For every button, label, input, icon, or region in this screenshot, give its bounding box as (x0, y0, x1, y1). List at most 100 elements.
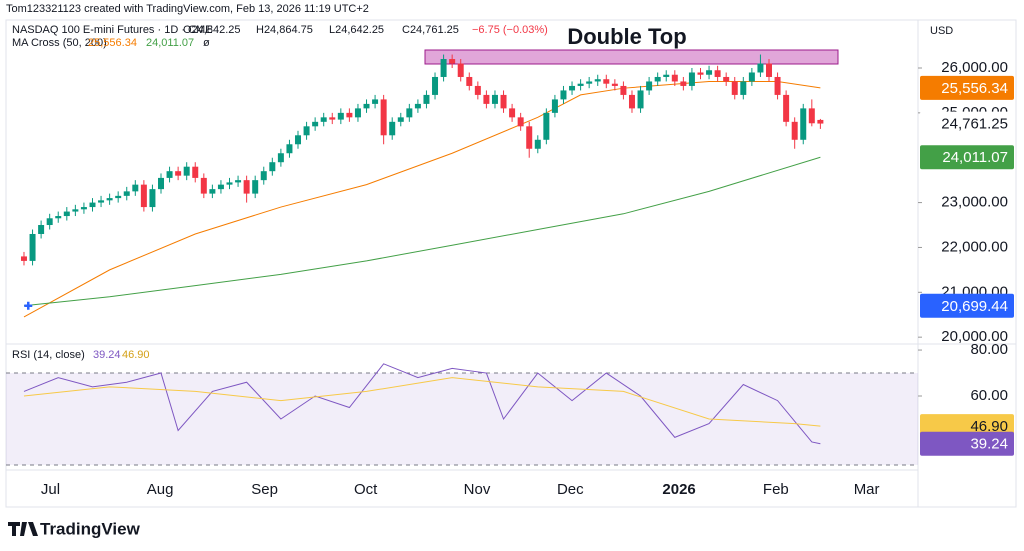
candle-body (697, 72, 704, 75)
ohlc: O24,842.25 (183, 24, 241, 36)
candle-body (235, 180, 242, 183)
candle-body (688, 72, 695, 86)
candle-body (620, 85, 627, 95)
currency: USD (930, 25, 953, 37)
candle-body (440, 59, 447, 77)
candle-body (577, 83, 584, 86)
ohlc: H24,864.75 (256, 24, 313, 36)
candle-body (800, 108, 807, 140)
candle-body (766, 63, 772, 77)
rsi-tag (920, 431, 1014, 456)
candle-body (158, 177, 164, 190)
candle-body (166, 171, 173, 178)
candle-body (303, 126, 310, 136)
x-tick-label: Dec (557, 481, 584, 498)
candle-body (628, 94, 635, 109)
y-tick-label: 22,000.00 (941, 238, 1008, 255)
candle-body (192, 166, 199, 178)
candle-body (543, 112, 550, 140)
candle-body (680, 81, 687, 86)
candle-body (817, 119, 824, 124)
change: −6.75 (−0.03%) (472, 24, 548, 36)
y-tick-label: 60.00 (970, 387, 1008, 404)
last-price-tag-label: 24,761.25 (941, 116, 1008, 133)
candle-body (80, 207, 87, 210)
candle-body (414, 103, 421, 109)
candle-body (757, 63, 764, 73)
x-tick-label: Nov (464, 481, 491, 498)
candle-body (406, 108, 413, 118)
cross-marker (24, 301, 33, 310)
candle-body (123, 191, 130, 196)
candle-body (663, 74, 670, 77)
candle-body (774, 76, 781, 95)
candle-body (183, 166, 190, 176)
candle-body (748, 72, 755, 82)
candle-body (175, 171, 182, 176)
candle-body (38, 225, 45, 234)
candle-body (551, 99, 558, 113)
symbol-title: NASDAQ 100 E-mini Futures · 1D · CME (12, 24, 213, 36)
candle-body (714, 70, 721, 77)
logo-icon (8, 522, 38, 536)
candle-body (432, 76, 439, 95)
candle-body (329, 117, 336, 120)
candle-body (277, 153, 284, 163)
candle-body (603, 79, 610, 84)
candle-body (226, 182, 233, 185)
moving-average (23, 156, 821, 307)
candle-body (671, 74, 678, 82)
x-tick-label: Mar (854, 481, 880, 498)
candle-body (295, 135, 302, 145)
candle-body (20, 256, 27, 261)
x-tick-label: Feb (763, 481, 789, 498)
ma-tag (920, 75, 1014, 100)
candle-body (611, 83, 618, 86)
x-tick-label: Oct (354, 481, 378, 498)
rsi-tag-label: 46.90 (970, 418, 1008, 435)
candle-body (509, 108, 516, 118)
ohlc: C24,761.25 (402, 24, 459, 36)
candle-body (106, 198, 113, 201)
y-tick-label: 80.00 (970, 341, 1008, 358)
logo: TradingView (40, 519, 141, 538)
candle-body (209, 189, 216, 194)
candle-body (500, 94, 507, 109)
indicator: MA Cross (50, 200) (12, 37, 107, 49)
candle-body (594, 79, 601, 82)
candle-body (320, 117, 327, 122)
candle-body (517, 117, 524, 127)
candle-body (783, 94, 790, 122)
candle-body (466, 76, 473, 86)
ma-tag-label: 24,011.07 (942, 149, 1008, 166)
y-tick-label: 20,000.00 (941, 328, 1008, 345)
candle-body (98, 200, 105, 203)
candle-body (731, 81, 738, 95)
candle-body (586, 81, 593, 84)
cross-tag (920, 293, 1014, 318)
rsi-tag-label: 39.24 (970, 436, 1008, 453)
x-tick-label: Jul (41, 481, 60, 498)
frame (5, 19, 1017, 508)
candle-body (637, 90, 644, 109)
rsi-line (23, 377, 821, 427)
candle-body (363, 103, 370, 109)
rsi-band (6, 373, 918, 465)
ma-tag-label: 25,556.34 (941, 80, 1008, 97)
candle-body (423, 94, 430, 104)
x-tick-label: 2026 (662, 481, 695, 498)
candle-body (372, 99, 379, 104)
moving-average (23, 80, 821, 318)
candle-body (243, 180, 250, 194)
candle-body (200, 177, 207, 194)
candle-body (354, 108, 361, 118)
candle-body (808, 108, 815, 124)
x-tick-label: Sep (251, 481, 278, 498)
candle-body (269, 162, 276, 172)
candle-body (312, 121, 319, 127)
ohlc: L24,642.25 (329, 24, 384, 36)
candle-body (72, 209, 79, 212)
cross-tag-label: 20,699.44 (941, 298, 1008, 315)
candle-body (740, 81, 747, 95)
